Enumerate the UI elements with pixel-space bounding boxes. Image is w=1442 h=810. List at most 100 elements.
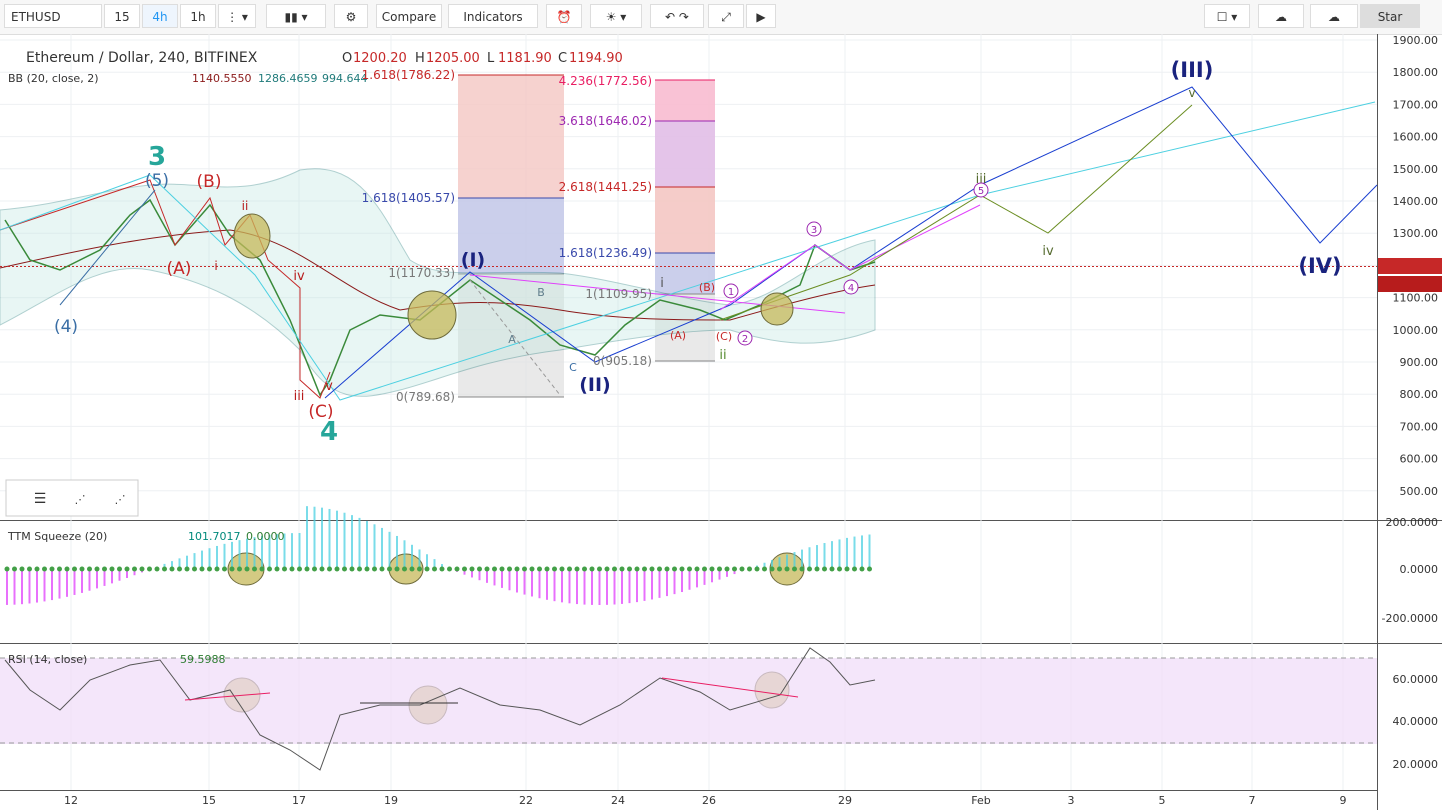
ttm-bar: [606, 569, 608, 605]
squeeze-dot: [102, 566, 107, 572]
interval-button[interactable]: 1h: [180, 4, 216, 28]
squeeze-dot: [214, 566, 220, 572]
ttm-bar: [628, 569, 631, 604]
fullscreen-button[interactable]: ⤢: [708, 4, 744, 28]
ttm-bar: [343, 512, 346, 569]
alert-button[interactable]: ⏰: [546, 4, 582, 28]
load-button[interactable]: ☁: [1258, 4, 1304, 28]
squeeze-dot: [687, 566, 692, 572]
ttm-bar: [681, 569, 683, 593]
fib-label: 0(789.68): [396, 390, 455, 404]
ttm-bar: [223, 543, 226, 569]
ttm-bar: [208, 548, 211, 569]
ohlc-key: L: [487, 51, 495, 66]
indicators-button[interactable]: Indicators: [448, 4, 538, 28]
squeeze-dot: [642, 566, 647, 572]
ttm-bar: [126, 569, 128, 578]
chart-style[interactable]: ▮▮ ▾: [266, 4, 326, 28]
squeeze-dot: [514, 566, 520, 572]
rsi-axis-label: 40.0000: [1393, 715, 1439, 728]
price-path: [4, 198, 876, 397]
wave-label: (III): [1171, 58, 1214, 82]
squeeze-dot: [19, 566, 25, 572]
fib-zone: [655, 294, 715, 361]
ttm-bar: [651, 569, 653, 600]
wave-label: (B): [197, 172, 222, 192]
templates-button[interactable]: ☀ ▾: [590, 4, 642, 28]
ttm-bar: [666, 569, 668, 597]
wave-label: (I): [461, 249, 485, 271]
squeeze-dot: [589, 566, 595, 572]
squeeze-dot: [747, 566, 752, 572]
symbol-input[interactable]: ETHUSD: [4, 4, 102, 28]
fib-zone: [458, 75, 564, 198]
squeeze-dot: [822, 566, 827, 572]
wave-circle: [843, 279, 859, 295]
ttm-bar: [861, 535, 863, 569]
date-label: 29: [838, 794, 852, 807]
ttm-bar: [171, 561, 173, 569]
squeeze-dot: [184, 566, 190, 572]
ttm-bar: [186, 555, 188, 569]
interval-button[interactable]: 15: [104, 4, 140, 28]
squeeze-dot: [492, 566, 497, 572]
squeeze-dot: [829, 566, 835, 572]
settings-button[interactable]: ⚙: [334, 4, 368, 28]
squeeze-dot: [282, 566, 287, 572]
legend-title: Ethereum / Dollar, 240, BITFINEX: [26, 50, 258, 66]
ttm-bar: [6, 569, 8, 605]
squeeze-dot: [784, 566, 790, 572]
squeeze-dot: [117, 566, 122, 572]
squeeze-dot: [162, 566, 167, 572]
ttm-bar: [118, 569, 121, 581]
ttm-bar: [471, 569, 473, 578]
squeeze-dot: [762, 566, 767, 572]
circled-label: 4: [848, 283, 854, 294]
ttm-bar: [163, 563, 166, 569]
compare-button[interactable]: Compare: [376, 4, 442, 28]
squeeze-dot: [567, 566, 572, 572]
interval-button[interactable]: 4h: [142, 4, 178, 28]
squeeze-dot: [447, 566, 452, 572]
squeeze-dot: [484, 566, 490, 572]
fib-zone: [458, 198, 564, 274]
ttm-bar: [58, 569, 61, 599]
ttm-bar: [403, 540, 406, 569]
ttm-bar: [703, 569, 706, 585]
ttm-bar: [658, 569, 661, 598]
more-intervals[interactable]: ⋮ ▾: [218, 4, 256, 28]
squeeze-dot: [604, 566, 610, 572]
squeeze-dot: [394, 566, 400, 572]
squeeze-dot: [627, 566, 632, 572]
squeeze-dot: [222, 566, 227, 572]
ttm-bar: [103, 569, 106, 586]
squeeze-dot: [837, 566, 842, 572]
wave-label: 4: [320, 417, 338, 447]
squeeze-dot: [469, 566, 475, 572]
save-button[interactable]: ☁: [1310, 4, 1358, 28]
ttm-bar: [463, 569, 466, 575]
ttm-bar: [643, 569, 646, 601]
squeeze-dot: [679, 566, 685, 572]
ttm-bar: [546, 569, 548, 600]
ttm-bar: [13, 569, 16, 605]
ohlc-value: 1205.00: [426, 51, 480, 66]
ttm-bar: [268, 534, 271, 569]
drawing-panel[interactable]: ☰ ⋰ ⋰: [5, 479, 139, 517]
rsi-band: [0, 658, 1377, 744]
price-label: 900.00: [1400, 356, 1439, 369]
ttm-value: 101.7017: [188, 530, 241, 543]
ttm-bar: [418, 549, 421, 569]
replay-button[interactable]: ▶: [746, 4, 776, 28]
ttm-bar: [51, 569, 53, 601]
price-label: 600.00: [1400, 453, 1439, 466]
ttm-bar: [793, 552, 796, 569]
layout-button[interactable]: ☐ ▾: [1204, 4, 1250, 28]
star-button[interactable]: Star: [1360, 4, 1420, 28]
undo-redo[interactable]: ↶ ↷: [650, 4, 704, 28]
ttm-bar: [216, 545, 218, 569]
wave-label: iv: [1042, 244, 1054, 259]
ttm-bar: [411, 544, 413, 569]
ttm-bar: [823, 543, 826, 569]
fib-label: 1(1109.95): [585, 287, 652, 301]
